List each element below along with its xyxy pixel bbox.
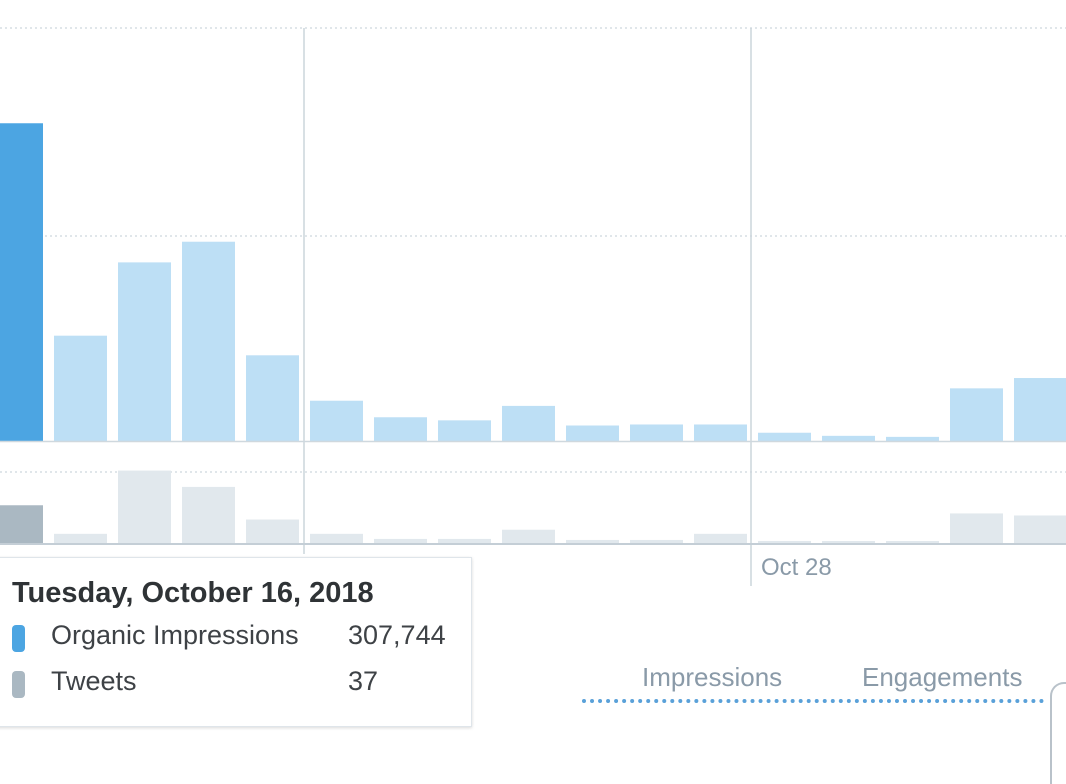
- impressions-bar-16: [1014, 378, 1066, 441]
- tweets-bar-1: [54, 533, 107, 543]
- impressions-bar-7: [438, 420, 491, 441]
- impressions-bar-14: [886, 436, 939, 441]
- tweets-bar-11: [694, 533, 747, 543]
- tooltip-row-impressions: Organic Impressions 307,744: [12, 620, 462, 656]
- tweets-bar-13: [822, 541, 875, 543]
- impressions-bar-8: [502, 405, 555, 441]
- tooltip-value-impressions: 307,744: [348, 620, 446, 650]
- tweets-bar-14: [886, 541, 939, 543]
- tweets-bar-6: [374, 538, 427, 543]
- impressions-bar-1: [54, 335, 107, 441]
- tooltip-row-tweets: Tweets 37: [12, 666, 462, 702]
- tooltip-label-impressions: Organic Impressions: [51, 620, 299, 650]
- tweets-bar-7: [438, 538, 491, 543]
- chart-axes: Oct 28: [0, 440, 1066, 581]
- tweets-bar-3: [182, 486, 235, 543]
- x-axis-label-0: Oct 28: [761, 554, 832, 581]
- tab-indicator: [582, 699, 1044, 703]
- panel-corner: [1050, 682, 1066, 784]
- tweets-bar-0: [0, 505, 43, 543]
- impressions-bar-11: [694, 424, 747, 441]
- chart-grid: [0, 27, 1066, 586]
- impressions-bar-9: [566, 425, 619, 441]
- tooltip-value-tweets: 37: [348, 666, 379, 696]
- impressions-bar-2: [118, 262, 171, 441]
- tweets-bar-2: [118, 470, 171, 543]
- impressions-bar-10: [630, 424, 683, 441]
- tweets-bar-15: [950, 513, 1003, 543]
- impressions-bar-5: [310, 400, 363, 441]
- tweets-bar-10: [630, 539, 683, 543]
- tweets-swatch: [12, 671, 25, 698]
- impressions-bar-3: [182, 241, 235, 441]
- tweets-bar-4: [246, 519, 299, 543]
- tooltip-label-tweets: Tweets: [51, 666, 137, 696]
- tweets-bar-9: [566, 539, 619, 543]
- impressions-bar-13: [822, 435, 875, 441]
- impressions-swatch: [12, 625, 25, 652]
- tooltip-date: Tuesday, October 16, 2018: [12, 577, 374, 609]
- chart-bars: [0, 123, 1066, 543]
- impressions-bar-4: [246, 355, 299, 441]
- tweets-bar-8: [502, 529, 555, 543]
- tweets-bar-12: [758, 540, 811, 543]
- chart-tooltip: Tuesday, October 16, 2018 Organic Impres…: [0, 557, 472, 727]
- tweets-bar-5: [310, 533, 363, 543]
- impressions-bar-15: [950, 388, 1003, 441]
- impressions-bar-0: [0, 123, 43, 441]
- impressions-bar-12: [758, 432, 811, 441]
- tab-engagements[interactable]: Engagements: [862, 662, 1023, 692]
- tweets-bar-16: [1014, 515, 1066, 543]
- impressions-bar-6: [374, 417, 427, 441]
- tab-impressions[interactable]: Impressions: [642, 662, 783, 692]
